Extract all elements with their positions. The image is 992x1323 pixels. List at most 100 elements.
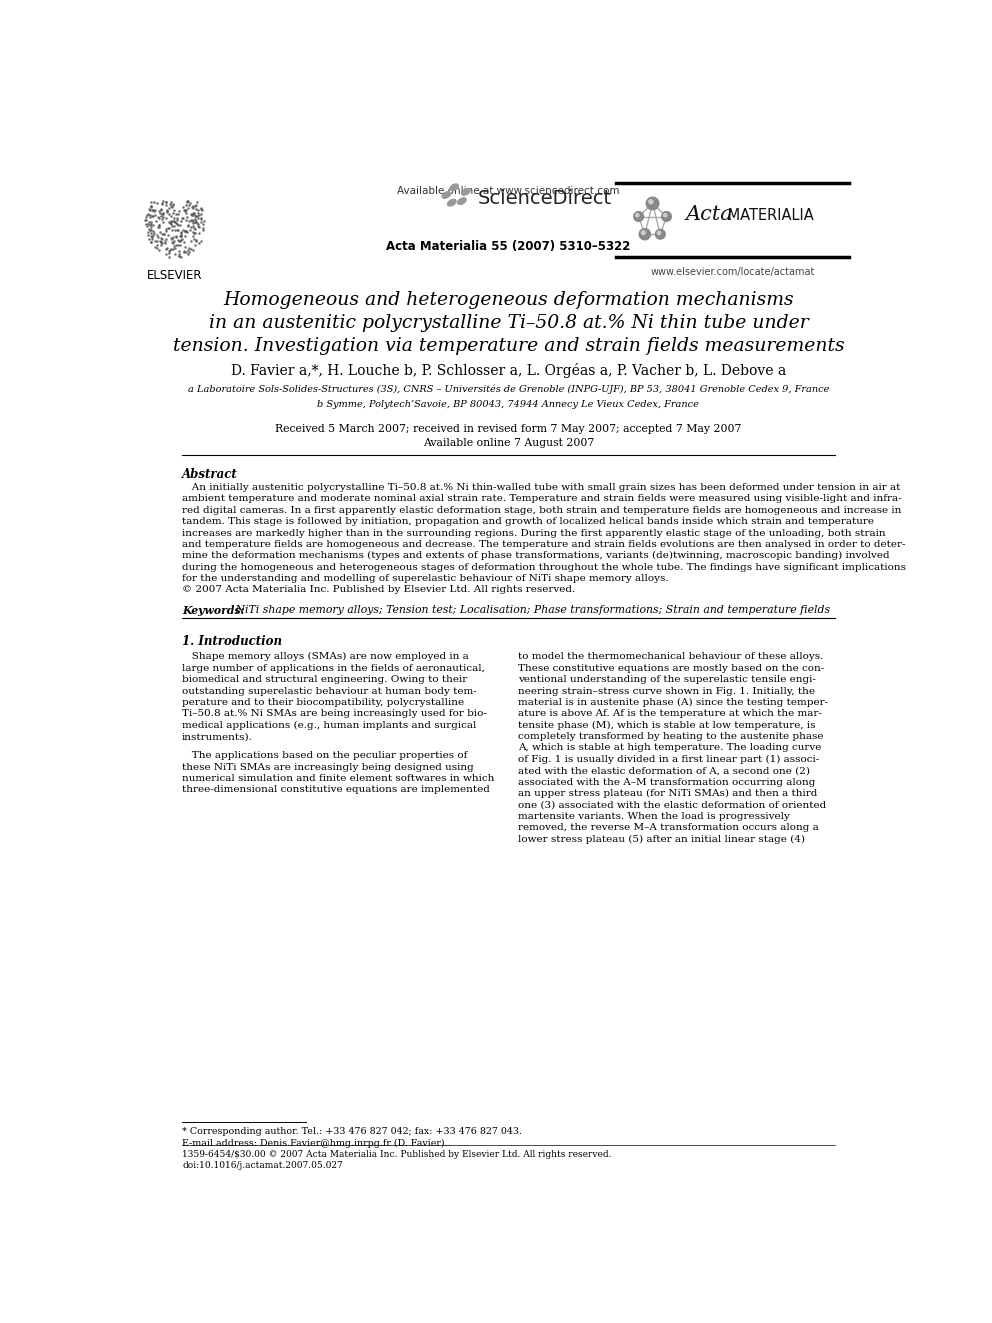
- Text: E-mail address: Denis.Favier@hmg.inrpg.fr (D. Favier).: E-mail address: Denis.Favier@hmg.inrpg.f…: [183, 1139, 447, 1148]
- Point: [186, 212, 202, 233]
- Text: ELSEVIER: ELSEVIER: [147, 269, 202, 282]
- Point: [194, 200, 210, 221]
- Ellipse shape: [461, 189, 470, 196]
- Point: [143, 206, 159, 228]
- Point: [170, 208, 186, 229]
- Point: [144, 196, 160, 217]
- Point: [142, 214, 158, 235]
- Point: [152, 222, 168, 243]
- Point: [163, 238, 179, 259]
- Point: [144, 226, 160, 247]
- Point: [186, 225, 201, 246]
- Point: [176, 218, 191, 239]
- Point: [165, 226, 181, 247]
- Point: [191, 204, 207, 225]
- Point: [187, 205, 203, 226]
- Point: [161, 204, 177, 225]
- Point: [192, 230, 208, 251]
- Point: [165, 202, 181, 224]
- Point: [178, 242, 193, 263]
- Point: [147, 205, 163, 226]
- Point: [178, 210, 193, 232]
- Point: [159, 201, 175, 222]
- Point: [189, 202, 205, 224]
- Point: [158, 233, 174, 254]
- Point: [186, 202, 201, 224]
- Point: [153, 205, 169, 226]
- Point: [153, 228, 169, 249]
- Point: [186, 234, 202, 255]
- Point: [154, 229, 170, 250]
- Point: [168, 226, 184, 247]
- Point: [146, 220, 162, 241]
- Point: [171, 220, 186, 241]
- Text: MATERIALIA: MATERIALIA: [723, 208, 813, 224]
- Point: [140, 213, 156, 234]
- Point: [167, 210, 183, 232]
- Point: [164, 192, 180, 213]
- Point: [164, 206, 180, 228]
- Point: [187, 208, 203, 229]
- Point: [179, 192, 194, 213]
- Point: [195, 217, 211, 238]
- Point: [138, 213, 154, 234]
- Point: [184, 204, 199, 225]
- Point: [182, 193, 197, 214]
- Point: [157, 230, 173, 251]
- Point: [143, 232, 159, 253]
- Point: [186, 221, 201, 242]
- Point: [188, 206, 204, 228]
- Point: [186, 218, 202, 239]
- Point: [167, 212, 183, 233]
- Text: large number of applications in the fields of aeronautical,: large number of applications in the fiel…: [183, 664, 485, 672]
- Point: [145, 206, 161, 228]
- Point: [178, 200, 193, 221]
- Point: [164, 232, 180, 253]
- Point: [190, 222, 206, 243]
- Point: [180, 191, 195, 212]
- Point: [168, 220, 184, 241]
- Text: martensite variants. When the load is progressively: martensite variants. When the load is pr…: [518, 812, 790, 820]
- Point: [156, 204, 172, 225]
- Point: [156, 191, 172, 212]
- Point: [161, 212, 177, 233]
- Point: [173, 246, 188, 267]
- Text: three-dimensional constitutive equations are implemented: three-dimensional constitutive equations…: [183, 786, 490, 794]
- Point: [173, 221, 188, 242]
- Text: Received 5 March 2007; received in revised form 7 May 2007; accepted 7 May 2007: Received 5 March 2007; received in revis…: [275, 425, 742, 434]
- Point: [186, 197, 201, 218]
- Text: of Fig. 1 is usually divided in a first linear part (1) associ-: of Fig. 1 is usually divided in a first …: [518, 755, 819, 763]
- Point: [173, 225, 188, 246]
- Text: Available online at www.sciencedirect.com: Available online at www.sciencedirect.co…: [397, 185, 620, 196]
- Text: doi:10.1016/j.actamat.2007.05.027: doi:10.1016/j.actamat.2007.05.027: [183, 1160, 343, 1170]
- Point: [173, 225, 188, 246]
- Point: [189, 214, 205, 235]
- Point: [171, 214, 186, 235]
- Point: [149, 224, 165, 245]
- Text: lower stress plateau (5) after an initial linear stage (4): lower stress plateau (5) after an initia…: [518, 835, 806, 844]
- Point: [181, 191, 196, 212]
- Point: [179, 222, 194, 243]
- Point: [177, 221, 192, 242]
- Point: [147, 192, 163, 213]
- Point: [158, 192, 174, 213]
- Point: [189, 213, 205, 234]
- Point: [140, 205, 156, 226]
- Point: [171, 229, 186, 250]
- Point: [141, 229, 157, 250]
- Point: [173, 222, 188, 243]
- Circle shape: [634, 212, 644, 221]
- Point: [144, 229, 160, 250]
- Point: [188, 194, 204, 216]
- Point: [153, 234, 169, 255]
- Point: [174, 225, 189, 246]
- Text: ature is above Af. Af is the temperature at which the mar-: ature is above Af. Af is the temperature…: [518, 709, 822, 718]
- Point: [153, 202, 169, 224]
- Point: [182, 220, 197, 241]
- Point: [167, 230, 183, 251]
- Point: [154, 204, 170, 225]
- Point: [158, 243, 174, 265]
- Point: [143, 220, 159, 241]
- Text: numerical simulation and finite element softwares in which: numerical simulation and finite element …: [183, 774, 494, 783]
- Point: [184, 210, 199, 232]
